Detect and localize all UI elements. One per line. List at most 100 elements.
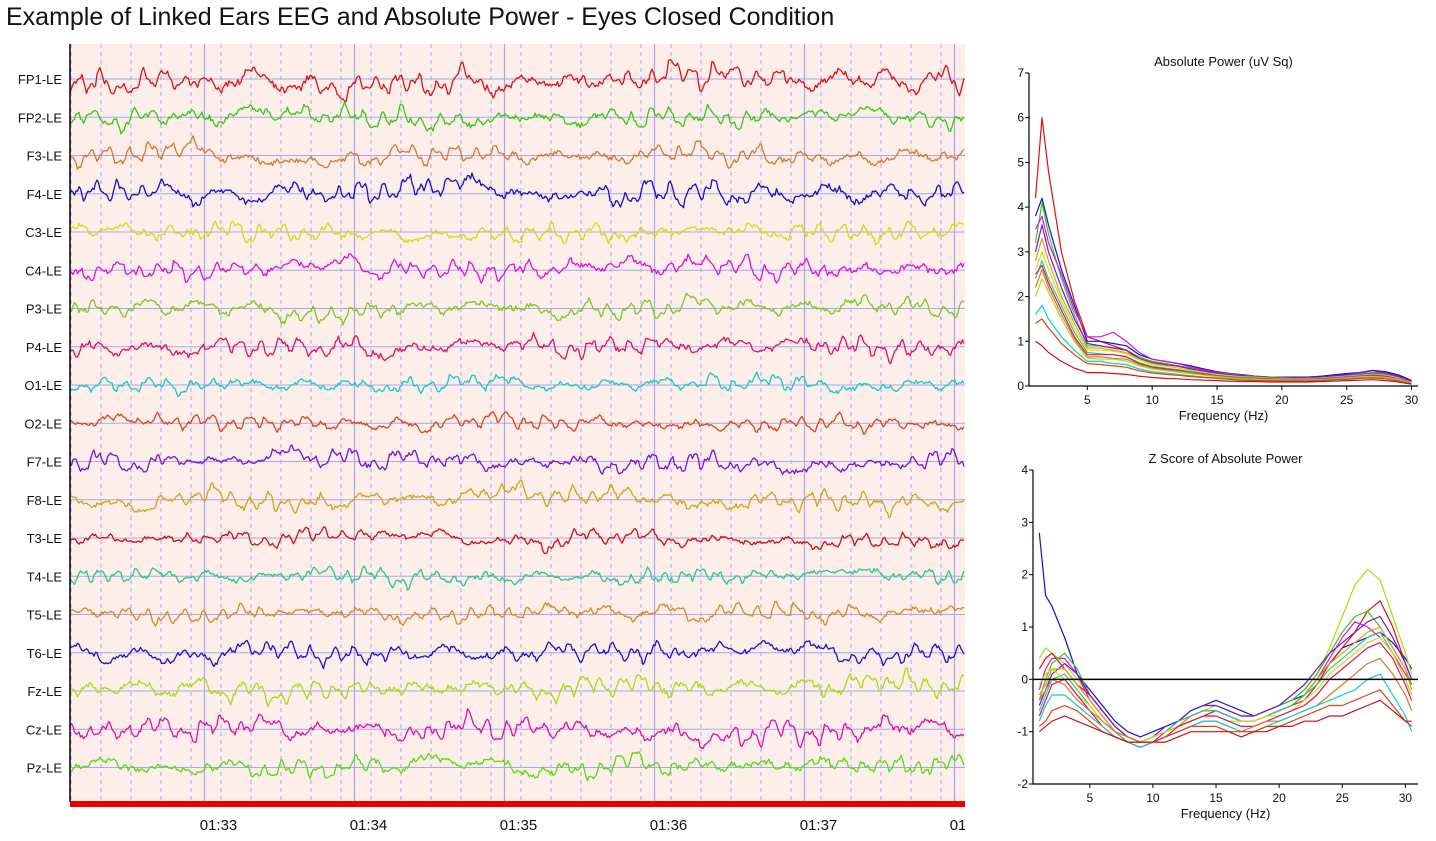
x-tick-label: 30 (1399, 791, 1413, 805)
y-tick-label: 5 (1017, 155, 1024, 169)
y-tick-label: 3 (1017, 245, 1024, 259)
eeg-trace-o2-le (69, 411, 965, 435)
x-tick-label: 5 (1086, 791, 1093, 805)
z-score-chart: Z Score of Absolute Power -2 -1 0 1 2 3 4 5 10 15… (1017, 451, 1418, 821)
eeg-trace-t3-le (69, 526, 965, 555)
eeg-channel-labels: FP1-LE FP2-LE F3-LE F4-LE C3-LE C4-LE P3-LE P4-… (18, 72, 62, 776)
eeg-time-tick-label: 01:34 (350, 817, 388, 834)
absolute-power-axes: 0 1 2 3 4 5 6 7 5 10 15 20 25 30 (1017, 66, 1418, 407)
eeg-trace-fp1-le (69, 59, 965, 103)
y-tick-label: -1 (1017, 725, 1028, 739)
series-line (1034, 269, 1412, 384)
series-line (1034, 197, 1412, 382)
series-line (1035, 340, 1412, 385)
y-tick-label: 1 (1021, 620, 1028, 634)
absolute-power-title: Absolute Power (uV Sq) (1154, 54, 1293, 69)
series-line (1038, 532, 1413, 738)
x-tick-label: 10 (1146, 791, 1160, 805)
series-line (1038, 615, 1413, 743)
eeg-trace-f3-le (69, 135, 965, 170)
channel-label-fp1-le: FP1-LE (18, 72, 62, 87)
series-line (1038, 568, 1413, 743)
channel-label-cz-le: Cz-LE (26, 722, 62, 737)
eeg-time-tick-label: 01:38 (950, 817, 988, 834)
absolute-power-xlabel: Frequency (Hz) (1179, 408, 1269, 423)
eeg-trace-pz-le (69, 750, 965, 782)
eeg-trace-c3-le (69, 220, 965, 246)
z-score-series (1038, 532, 1413, 748)
series-line (1035, 318, 1412, 385)
series-line (1034, 251, 1412, 383)
channel-label-o1-le: O1-LE (24, 378, 62, 393)
eeg-panel: FP1-LE FP2-LE F3-LE F4-LE C3-LE C4-LE P3-LE P4-… (18, 44, 988, 834)
z-score-title: Z Score of Absolute Power (1149, 451, 1304, 466)
channel-label-t4-le: T4-LE (27, 569, 63, 584)
y-tick-label: 6 (1017, 111, 1024, 125)
channel-label-o2-le: O2-LE (24, 416, 62, 431)
eeg-time-bar[interactable] (70, 801, 965, 807)
series-line (1038, 642, 1413, 748)
z-score-xlabel: Frequency (Hz) (1181, 806, 1271, 821)
channel-label-p4-le: P4-LE (26, 340, 62, 355)
series-line (1038, 673, 1413, 748)
channel-label-fz-le: Fz-LE (27, 684, 62, 699)
channel-label-t3-le: T3-LE (27, 531, 63, 546)
eeg-time-tick-label: 01:33 (200, 817, 238, 834)
series-line (1034, 260, 1412, 384)
eeg-time-tick-label: 01:36 (650, 817, 688, 834)
series-line (1034, 215, 1412, 383)
series-line (1038, 689, 1413, 743)
eeg-traces (69, 59, 965, 782)
eeg-trace-f8-le (69, 479, 965, 519)
eeg-trace-f7-le (69, 444, 965, 476)
channel-label-f8-le: F8-LE (27, 493, 63, 508)
x-tick-label: 15 (1210, 393, 1224, 407)
y-tick-label: 1 (1017, 334, 1024, 348)
y-tick-label: 4 (1017, 200, 1024, 214)
eeg-time-tick-label: 01:35 (500, 817, 538, 834)
channel-label-f4-le: F4-LE (27, 187, 63, 202)
z-score-axes: -2 -1 0 1 2 3 4 5 10 15 20 25 30 (1017, 463, 1418, 805)
absolute-power-series (1034, 117, 1412, 385)
eeg-trace-p4-le (69, 331, 965, 365)
x-tick-label: 25 (1340, 393, 1354, 407)
y-tick-label: 7 (1017, 66, 1024, 80)
series-line (1034, 224, 1412, 383)
y-tick-label: 3 (1021, 515, 1028, 529)
channel-label-f7-le: F7-LE (27, 455, 63, 470)
x-tick-label: 20 (1275, 393, 1289, 407)
y-tick-label: -2 (1017, 777, 1028, 791)
channel-label-c4-le: C4-LE (25, 263, 62, 278)
series-line (1034, 278, 1412, 384)
eeg-trace-c4-le (69, 253, 965, 284)
eeg-trace-t5-le (69, 600, 965, 627)
page-title: Example of Linked Ears EEG and Absolute … (6, 3, 835, 31)
eeg-trace-f4-le (69, 172, 965, 209)
channel-label-f3-le: F3-LE (27, 149, 63, 164)
y-tick-label: 2 (1017, 290, 1024, 304)
series-line (1035, 264, 1412, 384)
channel-label-pz-le: Pz-LE (27, 761, 63, 776)
eeg-time-tick-label: 01:37 (800, 817, 838, 834)
y-tick-label: 0 (1021, 672, 1028, 686)
eeg-trace-fz-le (69, 667, 965, 708)
channel-label-t6-le: T6-LE (27, 646, 63, 661)
x-tick-label: 15 (1209, 791, 1223, 805)
series-line (1038, 699, 1412, 743)
eeg-trace-cz-le (69, 708, 965, 750)
x-tick-label: 30 (1405, 393, 1419, 407)
channel-label-fp2-le: FP2-LE (18, 110, 62, 125)
eeg-trace-t4-le (69, 565, 965, 591)
y-tick-label: 0 (1017, 379, 1024, 393)
channel-label-p3-le: P3-LE (26, 302, 62, 317)
eeg-trace-o1-le (69, 371, 965, 398)
y-tick-label: 2 (1021, 568, 1028, 582)
x-tick-label: 20 (1272, 791, 1286, 805)
eeg-trace-fp2-le (69, 101, 965, 135)
eeg-trace-t6-le (69, 639, 965, 670)
y-tick-label: 4 (1021, 463, 1028, 477)
eeg-time-ticks: 01:33 01:34 01:35 01:36 01:37 01:38 (200, 817, 988, 834)
channel-label-t5-le: T5-LE (27, 608, 63, 623)
eeg-trace-p3-le (69, 292, 965, 326)
